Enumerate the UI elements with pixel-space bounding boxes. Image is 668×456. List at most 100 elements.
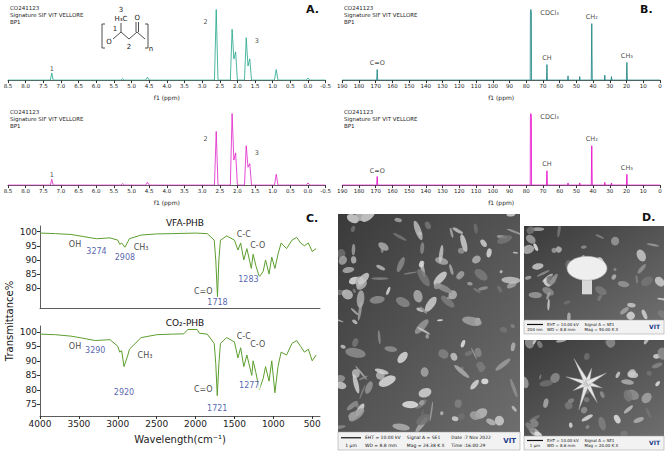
svg-text:8.5: 8.5 (4, 83, 13, 89)
svg-text:Signature SIF VIT VELLORE: Signature SIF VIT VELLORE (10, 12, 84, 19)
svg-text:40: 40 (590, 188, 597, 194)
svg-text:140: 140 (421, 83, 432, 89)
svg-text:3.5: 3.5 (180, 83, 189, 89)
svg-text:100: 100 (20, 227, 37, 237)
svg-text:EHT = 10.00 kV: EHT = 10.00 kV (547, 438, 579, 443)
svg-text:f1 (ppm): f1 (ppm) (488, 199, 514, 207)
svg-text:f1 (ppm): f1 (ppm) (154, 199, 180, 207)
svg-text:7.5: 7.5 (39, 83, 48, 89)
svg-text:1: 1 (50, 171, 54, 179)
svg-text:110: 110 (471, 83, 482, 89)
svg-text:1500: 1500 (223, 419, 246, 429)
svg-text:2.5: 2.5 (215, 83, 224, 89)
svg-text:7.0: 7.0 (57, 83, 66, 89)
svg-text:1718: 1718 (207, 298, 227, 307)
svg-text:O: O (135, 14, 141, 22)
svg-text:Signature SIF VIT VELLORE: Signature SIF VIT VELLORE (10, 116, 84, 123)
svg-text:BP1: BP1 (344, 19, 355, 25)
svg-text:180: 180 (354, 188, 365, 194)
svg-text:Signature SIF VIT VELLORE: Signature SIF VIT VELLORE (344, 116, 418, 123)
svg-text:4.0: 4.0 (162, 83, 171, 89)
svg-text:1: 1 (113, 25, 117, 33)
svg-text:70: 70 (539, 83, 546, 89)
svg-text:VIT: VIT (649, 323, 661, 330)
svg-text:CO₂-PHB: CO₂-PHB (166, 318, 205, 328)
svg-text:30: 30 (606, 83, 613, 89)
svg-text:1 μm: 1 μm (345, 443, 357, 448)
svg-text:20: 20 (623, 188, 630, 194)
svg-text:8.0: 8.0 (21, 188, 30, 194)
svg-text:50: 50 (573, 83, 580, 89)
svg-text:2500: 2500 (145, 419, 168, 429)
svg-text:1.0: 1.0 (268, 188, 277, 194)
svg-text:1283: 1283 (238, 275, 258, 284)
svg-text:CO241123: CO241123 (344, 109, 374, 115)
svg-text:f1 (ppm): f1 (ppm) (154, 94, 180, 102)
svg-text:-0.5: -0.5 (320, 188, 331, 194)
svg-text:190: 190 (337, 188, 348, 194)
svg-text:n: n (149, 45, 153, 53)
svg-text:190: 190 (337, 83, 348, 89)
svg-text:120: 120 (454, 188, 465, 194)
svg-text:WD = 8.6 mm: WD = 8.6 mm (547, 443, 575, 448)
svg-text:150: 150 (404, 83, 415, 89)
svg-text:180: 180 (354, 83, 365, 89)
svg-text:150: 150 (404, 188, 415, 194)
svg-text:6.0: 6.0 (92, 83, 101, 89)
svg-text:1.5: 1.5 (251, 83, 260, 89)
svg-text:CH: CH (542, 160, 552, 168)
svg-text:3: 3 (255, 149, 259, 157)
svg-text:O: O (106, 38, 112, 46)
svg-text:1721: 1721 (207, 404, 227, 413)
svg-text:0: 0 (658, 188, 662, 194)
svg-text:160: 160 (387, 83, 398, 89)
svg-text:80: 80 (523, 83, 530, 89)
svg-text:CO241123: CO241123 (10, 109, 40, 115)
svg-text:CH₂: CH₂ (586, 13, 598, 21)
svg-text:3500: 3500 (67, 419, 90, 429)
svg-text:3000: 3000 (106, 419, 129, 429)
svg-text:2.0: 2.0 (233, 188, 242, 194)
svg-text:2: 2 (127, 43, 131, 51)
svg-text:Signal A = SE1: Signal A = SE1 (585, 438, 615, 443)
svg-text:80: 80 (26, 283, 38, 293)
svg-text:Signal A = SE1: Signal A = SE1 (585, 322, 615, 327)
svg-text:1: 1 (50, 65, 54, 73)
svg-text:1.0: 1.0 (268, 83, 277, 89)
svg-text:170: 170 (370, 188, 381, 194)
svg-text:CH₃: CH₃ (621, 52, 633, 60)
svg-text:4.5: 4.5 (145, 188, 154, 194)
svg-text:60: 60 (556, 83, 563, 89)
svg-text:6.5: 6.5 (74, 83, 83, 89)
svg-text:85: 85 (26, 269, 37, 279)
svg-text:CH₃: CH₃ (621, 164, 633, 172)
svg-text:160: 160 (387, 188, 398, 194)
svg-text:3.0: 3.0 (198, 188, 207, 194)
svg-text:f1 (ppm): f1 (ppm) (488, 94, 514, 102)
svg-text:2: 2 (204, 135, 208, 143)
svg-text:5.0: 5.0 (127, 83, 136, 89)
svg-text:140: 140 (421, 188, 432, 194)
svg-text:4.0: 4.0 (162, 188, 171, 194)
svg-text:C-C: C-C (237, 230, 251, 239)
svg-text:CH: CH (542, 54, 552, 62)
svg-text:40: 40 (590, 83, 597, 89)
svg-text:1 μm: 1 μm (530, 443, 540, 448)
svg-text:Mag = 24.38 K X: Mag = 24.38 K X (407, 443, 445, 448)
svg-text:H₃C: H₃C (115, 15, 128, 23)
svg-text:WD = 8.8 mm: WD = 8.8 mm (547, 327, 575, 332)
svg-text:200 nm: 200 nm (527, 327, 542, 332)
svg-text:OH: OH (69, 240, 81, 249)
svg-text:EHT = 10.00 kV: EHT = 10.00 kV (365, 435, 402, 440)
svg-text:3: 3 (255, 37, 259, 45)
svg-text:100: 100 (20, 327, 37, 337)
svg-text:Mag = 20.00 K X: Mag = 20.00 K X (585, 443, 619, 448)
svg-text:CO241123: CO241123 (10, 5, 40, 11)
svg-text:C=O: C=O (370, 59, 385, 67)
svg-text:3: 3 (119, 6, 123, 14)
svg-text:130: 130 (437, 83, 448, 89)
svg-text:10: 10 (640, 188, 647, 194)
svg-text:7.5: 7.5 (39, 188, 48, 194)
svg-text:-0.5: -0.5 (320, 83, 331, 89)
svg-text:1000: 1000 (262, 419, 285, 429)
